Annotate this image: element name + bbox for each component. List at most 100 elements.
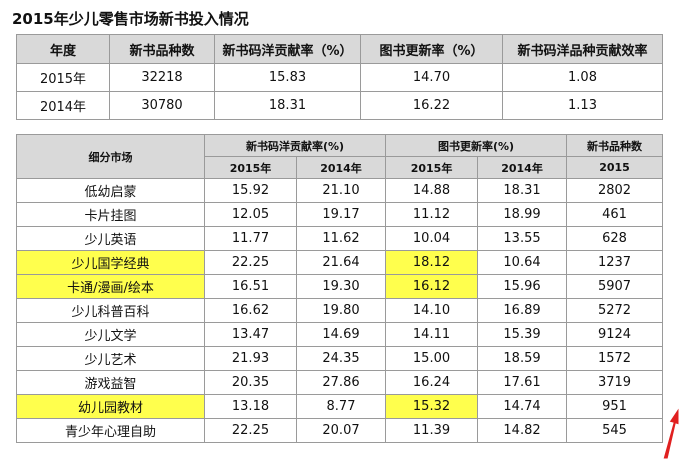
value-cell: 16.24 <box>385 370 479 395</box>
value-cell: 20.35 <box>204 370 297 395</box>
detail-header-2014: 2014年 <box>295 156 387 179</box>
detail-header-2015c: 2015 <box>566 156 664 179</box>
detail-header-contribution: 新书码洋贡献率(%) <box>203 134 387 157</box>
value-cell: 27.86 <box>295 370 387 395</box>
market-name-cell: 少儿文学 <box>16 322 205 347</box>
value-cell: 5907 <box>566 274 664 299</box>
summary-cell: 30780 <box>109 91 215 120</box>
value-cell: 13.18 <box>204 394 297 419</box>
table-row: 少儿英语 11.77 11.62 10.04 13.55 628 <box>16 226 664 251</box>
summary-table: 年度 新书品种数 新书码洋贡献率（%） 图书更新率（%） 新书码洋品种贡献效率 … <box>16 34 663 120</box>
value-cell: 9124 <box>566 322 664 347</box>
value-cell: 628 <box>566 226 664 251</box>
market-name-cell: 少儿英语 <box>16 226 205 251</box>
value-cell: 18.99 <box>477 202 568 227</box>
market-name-cell: 幼儿园教材 <box>16 394 205 419</box>
value-cell: 2802 <box>566 178 664 203</box>
market-name-cell: 少儿科普百科 <box>16 298 205 323</box>
value-cell: 16.51 <box>204 274 297 299</box>
value-cell: 1237 <box>566 250 664 275</box>
value-cell: 19.30 <box>295 274 387 299</box>
value-cell: 18.12 <box>385 250 479 275</box>
value-cell: 14.69 <box>295 322 387 347</box>
table-row: 少儿艺术 21.93 24.35 15.00 18.59 1572 <box>16 346 664 371</box>
value-cell: 8.77 <box>295 394 387 419</box>
table-row: 卡通/漫画/绘本 16.51 19.30 16.12 15.96 5907 <box>16 274 664 299</box>
detail-header-market: 细分市场 <box>16 134 205 179</box>
value-cell: 15.00 <box>385 346 479 371</box>
table-row: 2015年 32218 15.83 14.70 1.08 <box>16 63 663 92</box>
value-cell: 21.93 <box>204 346 297 371</box>
table-row: 青少年心理自助 22.25 20.07 11.39 14.82 545 <box>16 418 664 443</box>
value-cell: 14.82 <box>477 418 568 443</box>
summary-header-year: 年度 <box>16 34 110 64</box>
table-row: 卡片挂图 12.05 19.17 11.12 18.99 461 <box>16 202 664 227</box>
value-cell: 24.35 <box>295 346 387 371</box>
market-name-cell: 青少年心理自助 <box>16 418 205 443</box>
value-cell: 18.31 <box>477 178 568 203</box>
table-row: 游戏益智 20.35 27.86 16.24 17.61 3719 <box>16 370 664 395</box>
value-cell: 15.39 <box>477 322 568 347</box>
summary-cell: 16.22 <box>360 91 503 120</box>
value-cell: 19.17 <box>295 202 387 227</box>
table-row: 低幼启蒙 15.92 21.10 14.88 18.31 2802 <box>16 178 664 203</box>
value-cell: 14.11 <box>385 322 479 347</box>
market-name-cell: 少儿艺术 <box>16 346 205 371</box>
value-cell: 11.77 <box>204 226 297 251</box>
summary-cell: 15.83 <box>214 63 361 92</box>
value-cell: 20.07 <box>295 418 387 443</box>
summary-cell: 2014年 <box>16 91 110 120</box>
detail-table: 细分市场 新书码洋贡献率(%) 图书更新率(%) 新书品种数 2015年 201… <box>16 134 664 443</box>
value-cell: 15.92 <box>204 178 297 203</box>
value-cell: 5272 <box>566 298 664 323</box>
detail-header-2015b: 2015年 <box>385 156 479 179</box>
arrow-icon <box>662 405 680 459</box>
value-cell: 545 <box>566 418 664 443</box>
summary-cell: 1.13 <box>502 91 663 120</box>
market-name-cell: 少儿国学经典 <box>16 250 205 275</box>
detail-header-row-1: 细分市场 新书码洋贡献率(%) 图书更新率(%) 新书品种数 <box>16 134 664 179</box>
table-row: 2014年 30780 18.31 16.22 1.13 <box>16 91 663 120</box>
summary-cell: 32218 <box>109 63 215 92</box>
page-title: 2015年少儿零售市场新书投入情况 <box>12 10 249 28</box>
value-cell: 14.88 <box>385 178 479 203</box>
summary-header-row: 年度 新书品种数 新书码洋贡献率（%） 图书更新率（%） 新书码洋品种贡献效率 <box>16 34 663 64</box>
value-cell: 1572 <box>566 346 664 371</box>
value-cell: 16.12 <box>385 274 479 299</box>
market-name-cell: 低幼启蒙 <box>16 178 205 203</box>
value-cell: 21.10 <box>295 178 387 203</box>
value-cell: 13.47 <box>204 322 297 347</box>
value-cell: 19.80 <box>295 298 387 323</box>
summary-header-update-rate: 图书更新率（%） <box>360 34 503 64</box>
summary-header-new-titles: 新书品种数 <box>109 34 215 64</box>
value-cell: 11.12 <box>385 202 479 227</box>
table-row: 少儿文学 13.47 14.69 14.11 15.39 9124 <box>16 322 664 347</box>
value-cell: 15.32 <box>385 394 479 419</box>
market-name-cell: 卡片挂图 <box>16 202 205 227</box>
value-cell: 10.64 <box>477 250 568 275</box>
value-cell: 18.59 <box>477 346 568 371</box>
value-cell: 16.89 <box>477 298 568 323</box>
value-cell: 13.55 <box>477 226 568 251</box>
value-cell: 951 <box>566 394 664 419</box>
table-row: 幼儿园教材 13.18 8.77 15.32 14.74 951 <box>16 394 664 419</box>
value-cell: 461 <box>566 202 664 227</box>
value-cell: 12.05 <box>204 202 297 227</box>
detail-header-new-titles: 新书品种数 <box>566 134 664 157</box>
summary-cell: 2015年 <box>16 63 110 92</box>
summary-header-contribution: 新书码洋贡献率（%） <box>214 34 361 64</box>
value-cell: 11.62 <box>295 226 387 251</box>
value-cell: 17.61 <box>477 370 568 395</box>
value-cell: 16.62 <box>204 298 297 323</box>
value-cell: 21.64 <box>295 250 387 275</box>
detail-header-update-rate: 图书更新率(%) <box>385 134 568 157</box>
value-cell: 11.39 <box>385 418 479 443</box>
value-cell: 3719 <box>566 370 664 395</box>
value-cell: 22.25 <box>204 250 297 275</box>
market-name-cell: 卡通/漫画/绘本 <box>16 274 205 299</box>
summary-cell: 1.08 <box>502 63 663 92</box>
value-cell: 22.25 <box>204 418 297 443</box>
value-cell: 10.04 <box>385 226 479 251</box>
table-row: 少儿国学经典 22.25 21.64 18.12 10.64 1237 <box>16 250 664 275</box>
summary-cell: 18.31 <box>214 91 361 120</box>
